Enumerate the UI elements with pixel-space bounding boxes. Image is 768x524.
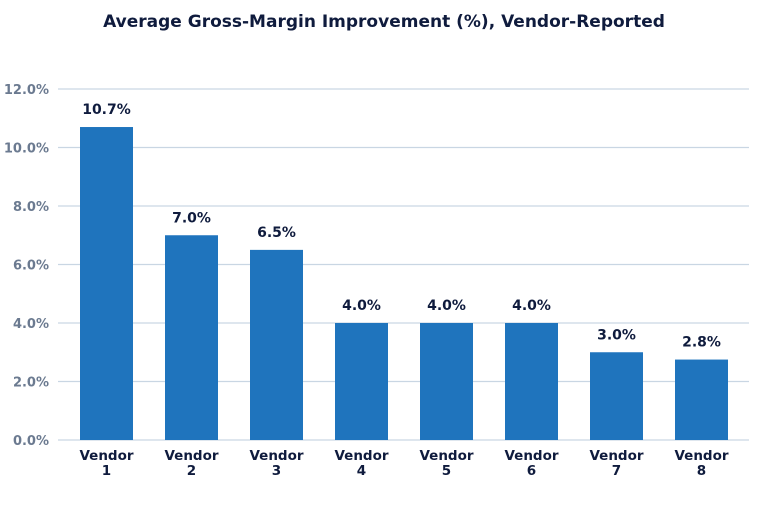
y-tick-label: 0.0%	[13, 434, 49, 449]
x-tick-label: Vendor 5	[419, 448, 473, 479]
x-tick-label-line: 2	[187, 463, 196, 479]
data-label: 4.0%	[512, 298, 551, 314]
x-tick-label-line: Vendor	[589, 448, 643, 464]
bar	[590, 352, 643, 440]
chart-title: Average Gross-Margin Improvement (%), Ve…	[103, 12, 665, 32]
x-tick-label-line: 4	[357, 463, 366, 479]
data-label: 6.5%	[257, 225, 296, 241]
y-tick-label: 8.0%	[13, 200, 49, 215]
x-tick-label: Vendor 6	[504, 448, 558, 479]
x-tick-label-line: 5	[442, 463, 451, 479]
bar	[250, 249, 303, 440]
bar	[675, 359, 728, 440]
x-tick-label-line: Vendor	[164, 448, 218, 464]
x-tick-label: Vendor 4	[334, 448, 388, 479]
data-label: 10.7%	[82, 102, 131, 118]
x-tick-label-line: Vendor	[79, 448, 133, 464]
x-tick-label: Vendor 8	[674, 448, 728, 479]
bar	[335, 323, 388, 440]
bar	[165, 235, 218, 440]
data-label: 4.0%	[427, 298, 466, 314]
data-label: 2.8%	[682, 335, 721, 351]
x-tick-label-line: 3	[272, 463, 281, 479]
x-tick-label-line: 8	[697, 463, 706, 479]
y-tick-label: 6.0%	[13, 259, 49, 274]
data-label: 7.0%	[172, 210, 211, 226]
x-tick-label: Vendor 3	[249, 448, 303, 479]
bar	[505, 323, 558, 440]
y-tick-label: 10.0%	[4, 142, 49, 157]
x-tick-label: Vendor 1	[79, 448, 133, 479]
x-tick-label-line: 7	[612, 463, 621, 479]
x-tick-label-line: 6	[527, 463, 536, 479]
y-tick-label: 4.0%	[13, 317, 49, 332]
x-tick-label-line: Vendor	[504, 448, 558, 464]
bar	[420, 323, 473, 440]
y-tick-label: 2.0%	[13, 376, 49, 391]
x-tick-label: Vendor 2	[164, 448, 218, 479]
x-tick-label-line: Vendor	[334, 448, 388, 464]
x-tick-label: Vendor 7	[589, 448, 643, 479]
x-tick-label-line: Vendor	[674, 448, 728, 464]
y-tick-label: 12.0%	[4, 83, 49, 98]
data-label: 4.0%	[342, 298, 381, 314]
data-label: 3.0%	[597, 327, 636, 343]
x-tick-label-line: 1	[102, 463, 111, 479]
x-tick-label-line: Vendor	[249, 448, 303, 464]
bar	[80, 127, 133, 441]
x-tick-label-line: Vendor	[419, 448, 473, 464]
